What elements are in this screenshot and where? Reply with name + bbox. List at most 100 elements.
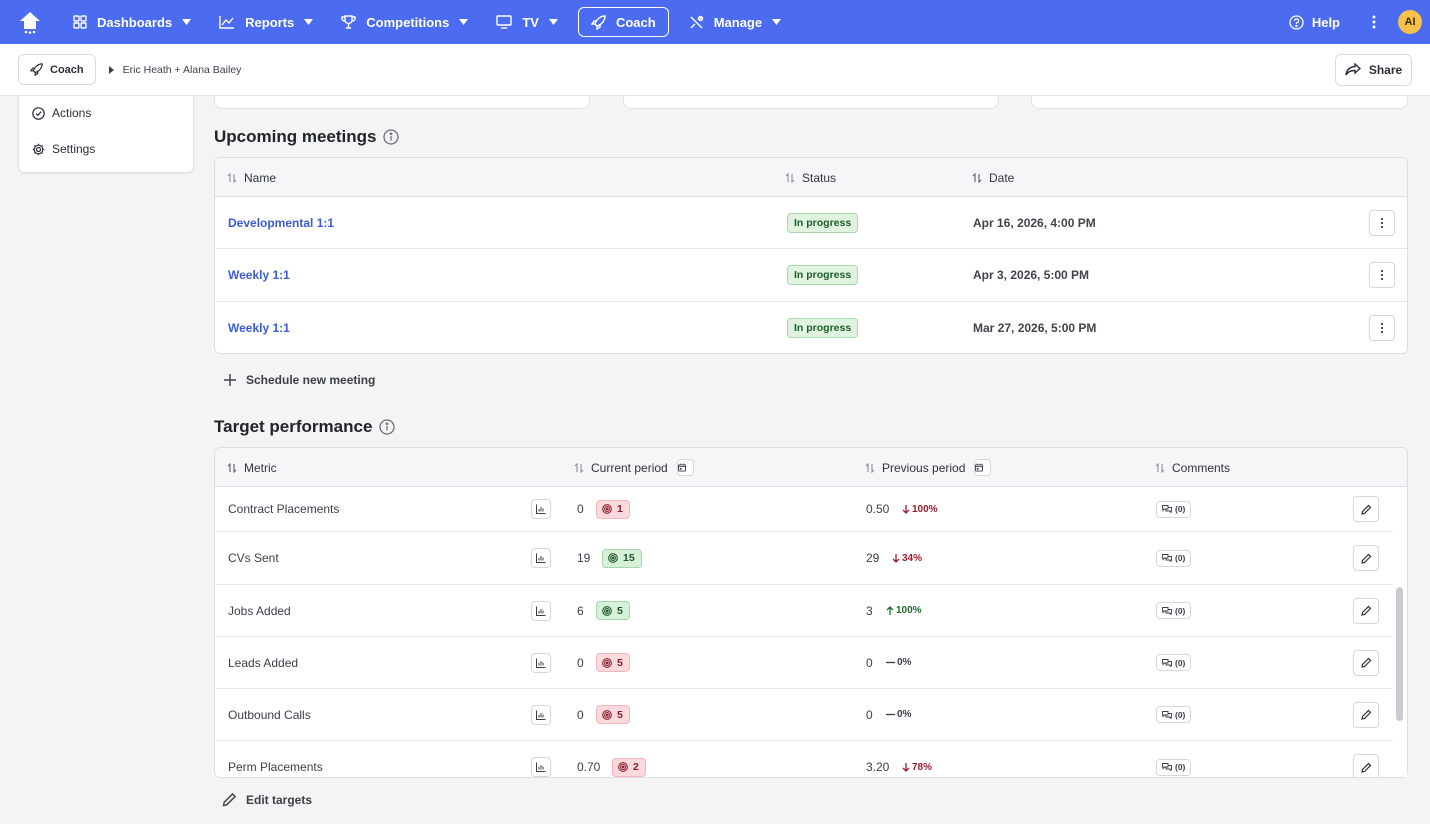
edit-row-button[interactable] (1353, 649, 1379, 676)
edit-row-button[interactable] (1353, 597, 1379, 624)
edit-row-button[interactable] (1353, 545, 1379, 571)
column-header-current-period[interactable]: Current period (574, 448, 694, 487)
dash-icon (886, 713, 895, 716)
target-icon (602, 504, 612, 514)
comments-button[interactable]: (0) (1156, 549, 1192, 567)
breadcrumb-bar: Coach Eric Heath + Alana Bailey Share (0, 44, 1430, 96)
column-header-label: Previous period (882, 460, 966, 475)
chart-icon[interactable] (531, 548, 551, 568)
status-badge: In progress (787, 318, 859, 338)
target-badge: 1 (596, 499, 630, 519)
home-logo-icon[interactable] (15, 7, 45, 37)
pencil-icon (222, 792, 237, 807)
comments-button[interactable]: (0) (1156, 654, 1192, 671)
table-row: Weekly 1:1 In progress Mar 27, 2026, 5:0… (215, 302, 1407, 353)
edit-targets-button[interactable]: Edit targets (222, 792, 312, 807)
target-value: 5 (617, 708, 623, 721)
edit-row-button[interactable] (1353, 496, 1379, 522)
chart-icon[interactable] (531, 704, 551, 725)
section-title-text: Target performance (214, 417, 373, 436)
status-badge: In progress (787, 212, 859, 233)
chart-icon[interactable] (531, 757, 551, 777)
upcoming-meetings-title: Upcoming meetings (214, 127, 400, 147)
caret-down-icon (548, 19, 558, 25)
nav-coach[interactable]: Coach (577, 7, 669, 37)
nav-dashboards[interactable]: Dashboards (65, 7, 199, 37)
share-button[interactable]: Share (1335, 53, 1412, 86)
edit-row-button[interactable] (1353, 701, 1379, 728)
comments-button[interactable]: (0) (1156, 602, 1192, 619)
nav-manage[interactable]: Manage (681, 7, 789, 37)
breadcrumb-coach-button[interactable]: Coach (18, 54, 96, 85)
column-header-status[interactable]: Status (785, 158, 836, 197)
table-header: Metric Current period Previous period Co… (215, 448, 1407, 487)
target-badge: 15 (602, 548, 642, 568)
table-row: Perm Placements 0.70 2 3.20 78% (0) (215, 741, 1407, 777)
column-header-date[interactable]: Date (972, 158, 1014, 197)
row-menu-button[interactable] (1369, 262, 1395, 288)
help-circle-icon (1289, 14, 1304, 30)
info-icon[interactable] (383, 129, 400, 145)
more-menu-icon[interactable] (1364, 15, 1384, 29)
change-value: 100% (896, 605, 922, 616)
column-header-comments[interactable]: Comments (1155, 448, 1230, 487)
table-row: Outbound Calls 0 5 0 0% (0) (215, 689, 1407, 741)
current-value: 0 (577, 707, 584, 722)
schedule-new-meeting-button[interactable]: Schedule new meeting (224, 373, 375, 387)
column-header-name[interactable]: Name (227, 158, 276, 197)
comments-button[interactable]: (0) (1156, 500, 1192, 518)
previous-value: 3.20 (866, 760, 890, 774)
grid-icon (73, 15, 87, 29)
meeting-name-link[interactable]: Weekly 1:1 (228, 321, 290, 335)
nav-tv[interactable]: TV (488, 7, 566, 37)
plus-icon (224, 374, 236, 386)
sidebar-item-actions[interactable]: Actions (32, 106, 91, 120)
calendar-icon[interactable] (676, 459, 694, 476)
trophy-icon (341, 15, 357, 29)
table-row: Weekly 1:1 In progress Apr 3, 2026, 5:00… (215, 249, 1407, 302)
table-scrollbar[interactable] (1393, 487, 1407, 777)
line-chart-icon (219, 16, 235, 29)
nav-reports[interactable]: Reports (211, 7, 321, 37)
chart-icon[interactable] (531, 499, 551, 519)
chart-icon[interactable] (531, 652, 551, 673)
sidebar-item-settings[interactable]: Settings (32, 142, 95, 156)
edit-targets-label: Edit targets (246, 792, 313, 807)
metric-name: Jobs Added (228, 603, 291, 618)
edit-row-button[interactable] (1353, 754, 1379, 777)
row-menu-button[interactable] (1369, 209, 1395, 236)
column-header-label: Status (802, 170, 837, 185)
nav-competitions[interactable]: Competitions (333, 7, 476, 37)
sort-icon (574, 462, 584, 473)
column-header-metric[interactable]: Metric (227, 448, 277, 487)
summary-card-stub (1031, 96, 1408, 109)
nav-tv-label: TV (522, 14, 539, 30)
sort-icon (972, 172, 982, 183)
target-icon (602, 709, 612, 720)
comment-icon (1162, 763, 1172, 771)
scrollbar-thumb[interactable] (1396, 587, 1403, 721)
metric-name: CVs Sent (228, 551, 279, 565)
user-avatar[interactable]: AI (1398, 10, 1422, 34)
comments-button[interactable]: (0) (1156, 758, 1192, 776)
current-value: 0 (577, 655, 584, 670)
info-icon[interactable] (379, 419, 396, 435)
chart-icon[interactable] (531, 600, 551, 621)
current-value: 6 (577, 603, 584, 618)
metric-name: Perm Placements (228, 760, 323, 774)
arrow-down-icon (892, 553, 900, 563)
calendar-icon[interactable] (974, 459, 992, 476)
comment-icon (1162, 606, 1172, 615)
row-menu-button[interactable] (1369, 315, 1395, 341)
summary-card-stub (623, 96, 999, 109)
meeting-name-link[interactable]: Developmental 1:1 (228, 215, 335, 230)
column-header-previous-period[interactable]: Previous period (865, 448, 992, 487)
comments-button[interactable]: (0) (1156, 706, 1192, 723)
target-icon (608, 553, 618, 563)
change-value: 0% (897, 657, 912, 668)
sidebar-menu: Actions Settings (18, 96, 194, 173)
help-button[interactable]: Help (1289, 15, 1340, 30)
meeting-name-link[interactable]: Weekly 1:1 (228, 268, 290, 282)
change-indicator: 34% (892, 553, 922, 564)
change-indicator: 0% (886, 709, 911, 720)
